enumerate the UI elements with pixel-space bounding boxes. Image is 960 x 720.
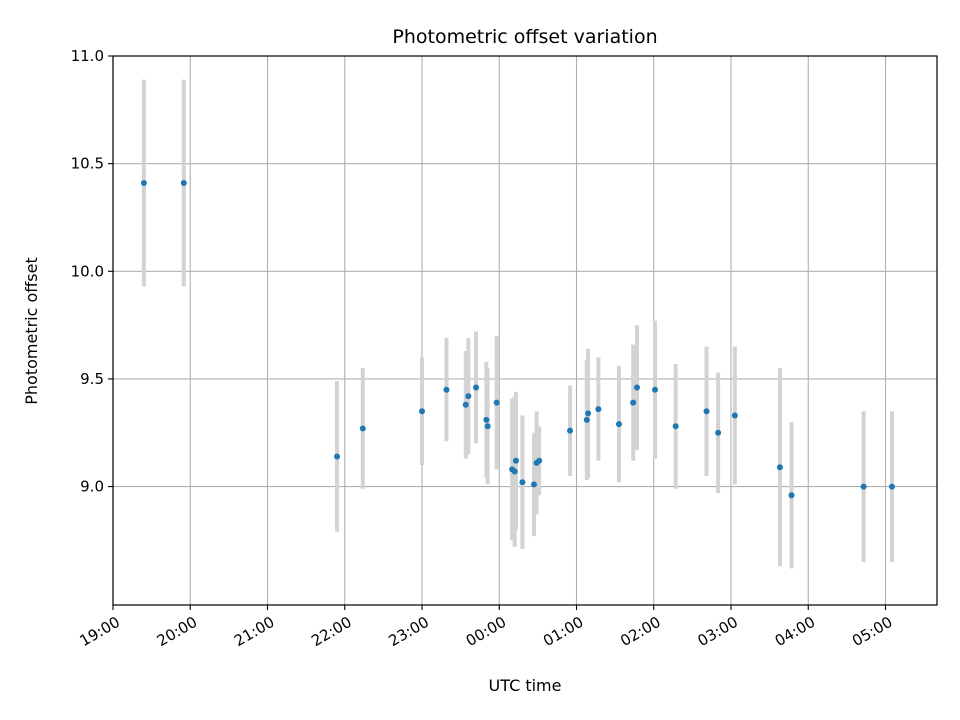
data-point <box>788 492 795 499</box>
x-tick-label: 03:00 <box>695 613 741 650</box>
data-point <box>334 453 341 460</box>
chart-title: Photometric offset variation <box>392 26 657 48</box>
data-point <box>531 481 538 488</box>
data-point <box>888 483 895 490</box>
data-point <box>511 468 518 475</box>
x-tick-label: 23:00 <box>386 613 432 650</box>
data-point <box>443 386 450 393</box>
y-tick-label: 10.0 <box>71 262 104 280</box>
data-point <box>519 479 526 486</box>
data-point <box>484 423 491 430</box>
y-tick-label: 11.0 <box>71 47 104 65</box>
x-tick-label: 02:00 <box>617 613 663 650</box>
data-point <box>731 412 738 419</box>
data-point <box>359 425 366 432</box>
data-point <box>703 408 710 415</box>
x-tick-label: 00:00 <box>463 613 509 650</box>
x-tick-label: 21:00 <box>231 613 277 650</box>
data-point <box>776 464 783 471</box>
data-point <box>465 393 472 400</box>
data-point <box>860 483 867 490</box>
data-point <box>615 421 622 428</box>
data-point <box>652 386 659 393</box>
data-point <box>634 384 641 391</box>
y-tick-label: 9.5 <box>80 370 104 388</box>
data-point <box>585 410 592 417</box>
data-point <box>140 180 147 187</box>
y-tick-label: 9.0 <box>80 478 104 496</box>
x-tick-label: 22:00 <box>308 613 354 650</box>
error-bars <box>141 79 894 569</box>
data-point <box>583 416 590 423</box>
data-point <box>483 416 490 423</box>
y-tick-label: 10.5 <box>71 155 104 173</box>
x-tick-label: 04:00 <box>772 613 818 650</box>
y-axis: 9.0 9.5 10.0 10.5 11.0 <box>71 47 113 496</box>
x-tick-label: 01:00 <box>540 613 586 650</box>
data-point <box>567 427 574 434</box>
data-point <box>595 406 602 413</box>
x-tick-label: 20:00 <box>154 613 200 650</box>
data-point <box>672 423 679 430</box>
data-point <box>536 457 543 464</box>
x-axis-title: UTC time <box>489 676 562 695</box>
data-point <box>493 399 500 406</box>
data-point <box>715 429 722 436</box>
data-point <box>630 399 637 406</box>
data-point <box>419 408 425 415</box>
data-point <box>473 384 480 391</box>
x-tick-label: 05:00 <box>849 613 895 650</box>
data-point <box>462 401 469 408</box>
data-point <box>180 180 187 187</box>
x-tick-label: 19:00 <box>77 613 123 650</box>
x-axis: 19:00 20:00 21:00 22:00 23:00 00:00 01:00 02:00… <box>77 605 896 650</box>
data-points <box>140 180 895 499</box>
plot-area-frame <box>112 55 938 606</box>
y-axis-title: Photometric offset <box>22 257 41 405</box>
grid <box>112 55 937 605</box>
data-point <box>512 457 519 464</box>
